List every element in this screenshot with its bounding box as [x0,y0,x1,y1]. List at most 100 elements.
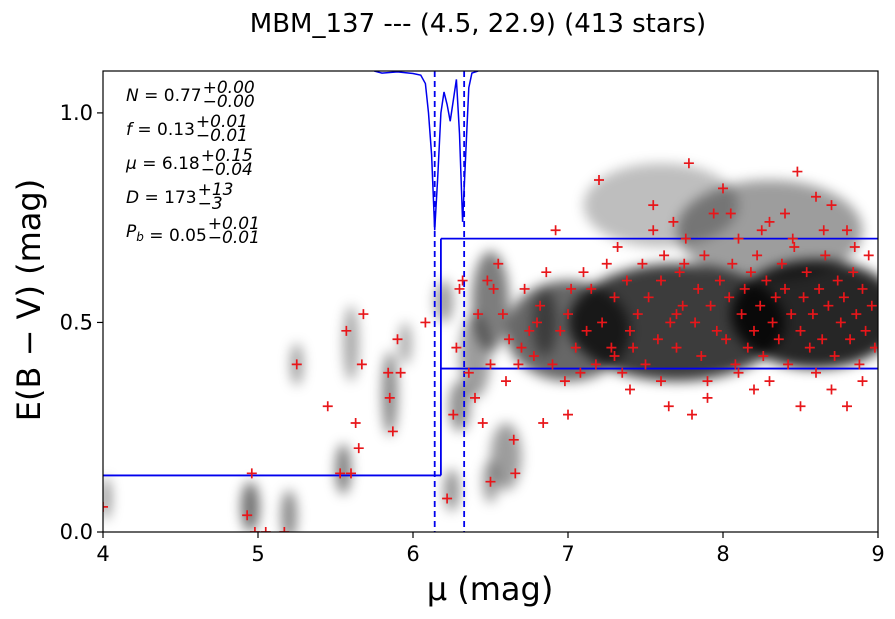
star-points [103,158,878,532]
data-point [448,409,459,420]
data-point [510,468,521,479]
data-point [749,325,759,336]
data-point [395,367,406,378]
data-point [857,376,868,387]
data-point [767,317,778,328]
data-point [727,258,738,269]
y-tick-label: 0.5 [60,310,93,334]
data-point [384,392,395,403]
data-point [524,325,535,336]
y-axis-label: E(B − V) (mag) [10,179,48,421]
data-point [617,367,628,378]
probability-trace [374,71,479,231]
plot-area [103,71,878,532]
data-point [832,275,843,286]
data-point [789,242,800,253]
model-lines [103,71,878,532]
data-point [801,267,812,278]
data-point [454,283,465,294]
data-point [566,283,577,294]
data-point [575,367,586,378]
annotation-lower-error: −0.04 [201,160,253,180]
data-point [854,359,865,370]
data-point [353,443,364,454]
data-point [628,342,639,353]
data-point [783,359,794,370]
data-point [804,342,815,353]
density-clump-4 [583,163,739,248]
data-point [656,376,666,387]
data-point [513,359,524,370]
annotation-0: N = 0.77 [126,86,202,106]
data-point [341,325,352,336]
data-point [648,225,659,236]
data-point [457,275,468,286]
plot-frame [102,70,879,533]
data-point [742,342,753,353]
density-clump-17 [281,490,297,532]
y-tick-label: 1.0 [60,101,93,125]
data-point [356,359,367,370]
annotation-lower-error: −3 [198,194,223,214]
data-point [869,342,878,353]
data-point [559,376,570,387]
data-point [322,401,333,412]
data-point [857,283,868,294]
data-point [555,325,566,336]
data-point [671,309,682,320]
data-point [711,325,722,336]
data-point [570,342,581,353]
data-point [532,317,542,328]
data-point [761,275,772,286]
data-point [477,418,488,429]
data-point [811,191,821,202]
x-tick-label: 7 [561,542,574,566]
data-point [745,267,756,278]
data-point [680,233,691,244]
data-point [752,250,763,261]
data-point [845,334,856,345]
data-point [773,334,784,345]
data-point [820,250,831,261]
data-point [708,208,719,219]
data-point [724,292,735,303]
data-point [674,267,685,278]
data-point [482,275,493,286]
data-point [848,267,859,278]
annotation-lower-error: −0.01 [196,126,248,146]
data-point [663,401,674,412]
data-point [736,309,747,320]
data-point [291,359,302,370]
y-tick-label: 0.0 [60,520,93,544]
chart-title: MBM_137 --- (4.5, 22.9) (413 stars) [250,9,706,39]
data-point [606,342,617,353]
data-point [586,283,597,294]
data-point [690,317,701,328]
data-point [860,325,871,336]
data-point [541,267,552,278]
x-tick-label: 9 [871,542,884,566]
data-point [597,317,608,328]
data-point [829,350,840,361]
data-point [609,292,620,303]
data-point [814,283,825,294]
data-point [811,367,821,378]
x-tick-label: 8 [716,542,729,566]
data-point [578,267,589,278]
data-point [563,409,573,420]
data-point [770,292,781,303]
annotation-4: Pb = 0.05 [126,222,207,246]
data-point [387,426,398,437]
data-point [795,325,806,336]
axis-ticks: 4 5 6 7 8 9 0.0 0.5 1.0 [60,101,885,566]
annotation-2: μ = 6.18 [125,154,200,174]
data-point [780,283,790,294]
data-point [279,527,290,532]
annotation-3: D = 173 [126,188,197,208]
data-point [463,367,474,378]
data-point [451,342,462,353]
data-point [733,233,744,244]
x-axis-label: μ (mag) [427,570,554,608]
data-point [632,309,643,320]
